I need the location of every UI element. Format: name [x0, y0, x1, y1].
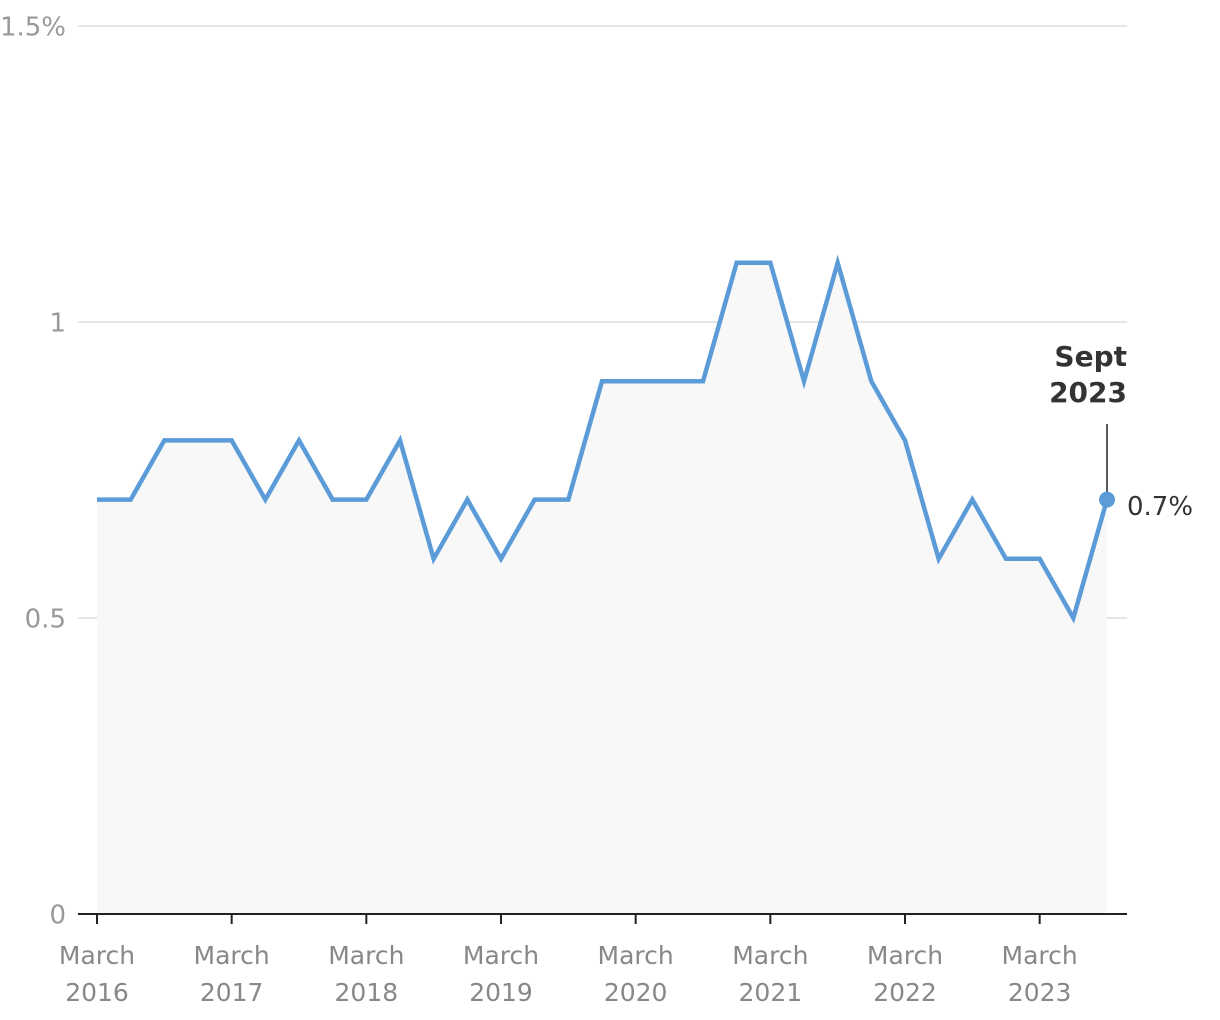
line — [97, 254, 1110, 624]
x-tick-label: March 2016 — [58, 941, 136, 1007]
y-tick-label: 0.5 — [25, 605, 66, 635]
y-tick-label: 1.5% — [0, 13, 66, 43]
x-tick-label: March 2017 — [193, 941, 270, 1007]
end-point — [1099, 491, 1115, 508]
x-tick-label: March 2018 — [328, 941, 405, 1007]
area — [97, 262, 1107, 914]
x-tick-label: March 2019 — [462, 941, 540, 1007]
y-tick-label: 1 — [49, 309, 66, 339]
value-label: 0.7% — [1127, 492, 1193, 522]
x-tick-label: March 2021 — [732, 941, 809, 1007]
y-tick-label: 0 — [49, 901, 66, 931]
x-tick-label: March 2022 — [866, 941, 944, 1007]
x-tick-label: March 2023 — [1001, 941, 1078, 1007]
annotation-label: Sept 2023 — [1049, 340, 1127, 409]
x-tick-label: March 2020 — [597, 941, 674, 1007]
